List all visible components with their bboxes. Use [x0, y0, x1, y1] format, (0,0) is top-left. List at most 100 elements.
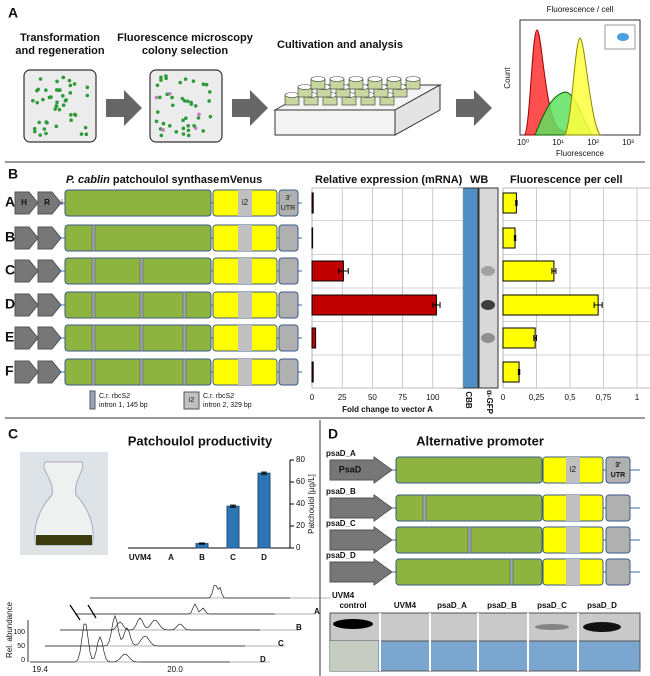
colony: [170, 95, 174, 100]
bar: [311, 192, 314, 214]
promoter: [37, 226, 62, 250]
trace: [75, 603, 275, 615]
construct-label: psaD_C: [326, 519, 356, 528]
row-label: F: [5, 363, 14, 379]
y-tick-label: 20: [296, 521, 305, 530]
colony: [85, 85, 90, 90]
arrow: [232, 90, 268, 126]
promoter: [329, 558, 393, 586]
promoter: [329, 494, 393, 522]
step-label: Fluorescence microscopy: [117, 32, 254, 44]
blot-label: α-GFP: [485, 390, 494, 415]
legend-text: C.r. rbcS2: [99, 393, 130, 400]
promoter: [37, 360, 62, 384]
colony: [158, 95, 162, 100]
gene-pts: [64, 189, 212, 217]
intron-1: [139, 291, 144, 319]
colony: [42, 127, 47, 131]
utr: [605, 494, 631, 522]
chart-title: Relative expression (mRNA): [315, 174, 463, 186]
colony: [85, 93, 90, 98]
promoter-label: PsaD: [339, 464, 362, 474]
x-tick-label: 0,75: [596, 393, 612, 402]
histogram-tick: 10¹: [552, 138, 564, 147]
intron-2: [566, 457, 580, 483]
well: [405, 76, 421, 82]
promoter: [14, 259, 39, 283]
x-tick-label: A: [168, 553, 174, 562]
utr: [278, 291, 299, 319]
promoter: [14, 360, 39, 384]
intron-1: [509, 558, 514, 586]
colony: [191, 79, 196, 83]
axis-title: Fold change to vector A: [342, 405, 433, 414]
promoter: [14, 226, 39, 250]
error-bar: [517, 369, 521, 375]
y-tick-label: 0: [21, 657, 25, 664]
x-tick-label: 1: [635, 393, 640, 402]
step-label: and regeneration: [15, 45, 105, 57]
lane-label: psaD_D: [587, 601, 617, 610]
colony: [53, 107, 57, 111]
bar: [257, 472, 271, 549]
construct-label: psaD_B: [326, 487, 356, 496]
error-bar: [551, 268, 557, 274]
colony: [38, 77, 43, 81]
blot-control-lane: [330, 641, 378, 671]
lane-label: UVM4: [394, 601, 417, 610]
row-label: C: [5, 262, 15, 278]
intron-1: [139, 257, 144, 285]
error-bar: [230, 504, 236, 508]
colony: [79, 132, 84, 136]
trace: [60, 617, 260, 631]
intron-2: [238, 225, 252, 251]
legend-intron-1: [89, 390, 96, 410]
step-label: colony selection: [142, 45, 228, 57]
x-tick-label: 0: [501, 393, 506, 402]
well: [367, 76, 383, 82]
bar: [311, 361, 314, 383]
colony: [196, 116, 201, 120]
legend-text: intron 1, 145 bp: [99, 402, 148, 409]
construct-label: H: [21, 198, 27, 207]
row-label: B: [5, 229, 15, 245]
x-tick-label: D: [261, 553, 267, 562]
colony: [184, 116, 188, 120]
trace: [90, 584, 290, 599]
colony: [154, 95, 159, 100]
histogram-tick: 10³: [622, 138, 634, 147]
panel-title: Alternative promoter: [416, 433, 544, 448]
colony: [181, 132, 186, 136]
header-species: P. cablin: [66, 174, 110, 186]
colony: [155, 110, 160, 114]
error-bar: [513, 235, 517, 241]
error-bar: [533, 335, 537, 341]
y-tick-label: 60: [296, 477, 305, 486]
annotation-arrow: [69, 604, 81, 621]
colony: [37, 120, 42, 125]
intron-2: [238, 359, 252, 385]
utr: [278, 324, 299, 352]
colony: [54, 124, 59, 129]
x-tick-label: B: [199, 553, 205, 562]
x-tick-label: 19.4: [32, 665, 48, 674]
construct-label: i: [61, 198, 63, 207]
colony: [155, 83, 160, 88]
gene-pts: [64, 257, 212, 285]
colony: [189, 102, 194, 106]
intron-1: [182, 324, 187, 352]
x-tick-label: 0,25: [529, 393, 545, 402]
colony: [31, 98, 35, 103]
x-tick-label: 0: [310, 393, 315, 402]
colony: [182, 99, 187, 103]
x-tick-label: C: [230, 553, 236, 562]
construct-label: i2: [242, 198, 249, 207]
bar: [311, 327, 317, 349]
panel-label: D: [328, 426, 338, 442]
colony: [32, 126, 37, 131]
legend-text: C.r. rbcS2: [203, 393, 234, 400]
histogram-axis-label: Count: [503, 67, 512, 89]
colony: [161, 121, 166, 126]
construct-label: UTR: [611, 472, 625, 479]
y-tick-label: 80: [296, 455, 305, 464]
